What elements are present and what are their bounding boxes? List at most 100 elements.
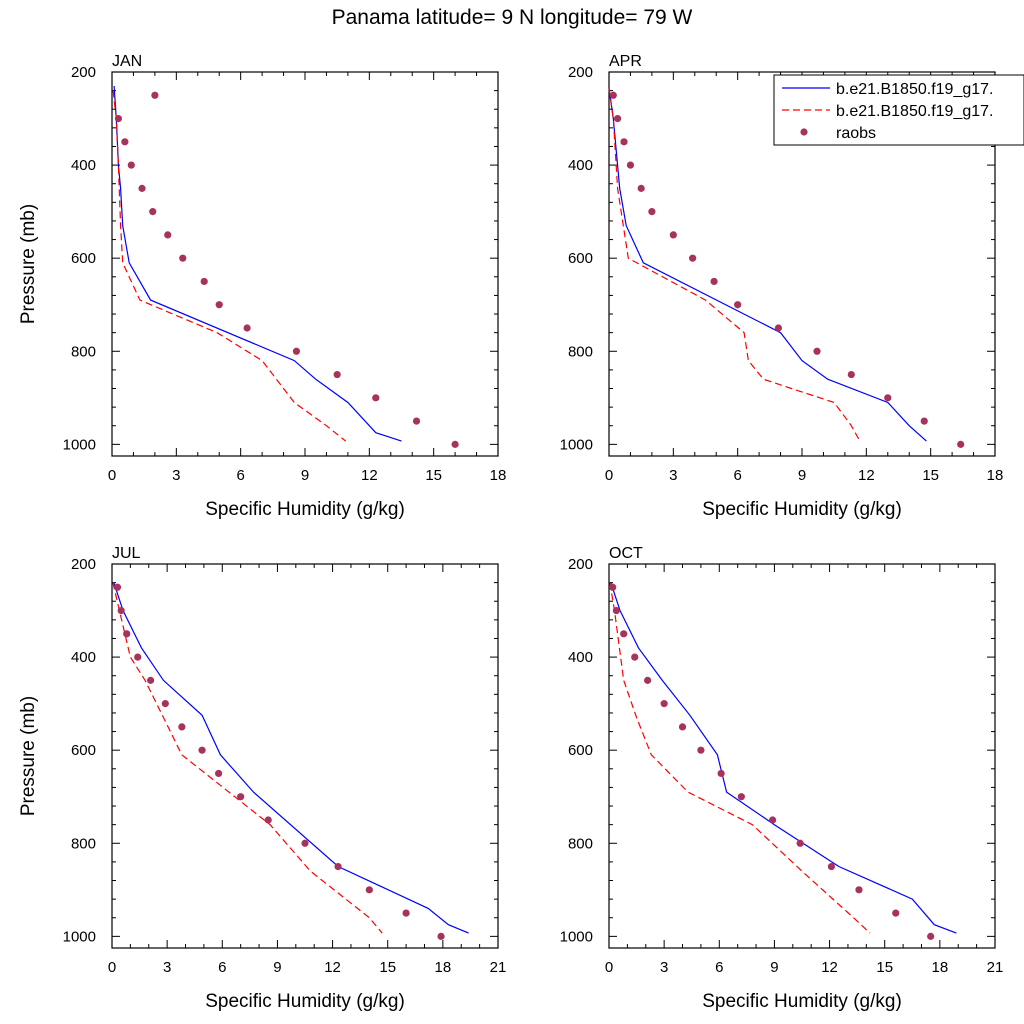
model-line-dashed <box>112 90 347 442</box>
panel-label: APR <box>609 53 642 70</box>
y-tick-label: 600 <box>71 250 96 267</box>
legend-label: b.e21.B1850.f19_g17. <box>836 81 993 98</box>
raobs-point <box>134 653 142 661</box>
y-axis-label: Pressure (mb) <box>18 204 39 324</box>
plot-frame <box>111 71 499 457</box>
y-tick-label: 600 <box>71 742 96 759</box>
y-tick-label: 1000 <box>560 928 593 945</box>
raobs-point <box>637 184 645 192</box>
raobs-point <box>957 440 965 448</box>
raobs-point <box>365 886 373 894</box>
raobs-point <box>161 700 169 708</box>
raobs-point <box>237 793 245 801</box>
panel-label: JUL <box>112 545 141 562</box>
x-tick-label: 12 <box>324 959 341 976</box>
raobs-point <box>678 723 687 731</box>
x-tick-label: 15 <box>876 959 893 976</box>
y-tick-label: 200 <box>568 64 593 81</box>
x-axis-label: Specific Humidity (g/kg) <box>702 991 902 1012</box>
raobs-point <box>648 208 656 216</box>
x-tick-label: 15 <box>379 959 396 976</box>
raobs-point <box>138 184 146 192</box>
raobs-point <box>114 114 123 123</box>
y-tick-label: 200 <box>71 556 96 573</box>
raobs-point <box>710 277 718 286</box>
raobs-point <box>892 909 900 917</box>
raobs-point <box>609 583 617 591</box>
x-tick-label: 6 <box>715 959 723 976</box>
raobs-point <box>301 839 309 847</box>
raobs-point <box>243 324 251 332</box>
raobs-point <box>717 769 725 778</box>
model-line-dashed <box>609 582 871 934</box>
x-tick-label: 21 <box>490 959 507 976</box>
raobs-point <box>372 394 380 402</box>
raobs-point <box>264 816 272 824</box>
x-tick-label: 12 <box>821 959 838 976</box>
raobs-point <box>334 862 342 871</box>
legend-label: raobs <box>836 125 876 142</box>
y-tick-label: 200 <box>568 556 593 573</box>
panel-apr: 0 3 6 9 12 15 18 200 400 600 800 1000 Specific Humid… <box>560 53 1004 520</box>
raobs-point <box>451 440 459 448</box>
raobs-point <box>402 909 410 917</box>
y-axis-label: Pressure (mb) <box>18 696 39 816</box>
legend-label: b.e21.B1850.f19_g17. <box>836 103 993 120</box>
x-axis-label: Specific Humidity (g/kg) <box>702 499 902 520</box>
raobs-point <box>847 370 855 379</box>
panel-jul: 0 3 6 9 12 15 18 21 200 400 600 800 1000 Specific Hum… <box>18 545 506 1012</box>
y-tick-label: 1000 <box>63 436 96 453</box>
raobs-point <box>920 417 928 425</box>
y-tick-label: 400 <box>71 649 96 666</box>
raobs-point <box>697 746 705 754</box>
legend-marker <box>800 128 808 136</box>
panel-label: OCT <box>609 545 643 562</box>
panel-oct: 0 3 6 9 12 15 18 21 200 400 600 800 1000 Specific Hum… <box>560 545 1004 1012</box>
x-axis-label: Specific Humidity (g/kg) <box>205 991 405 1012</box>
raobs-point <box>121 138 129 146</box>
raobs-point <box>626 161 635 169</box>
panel-jan: 0 3 6 9 12 15 18 200 400 600 800 1000 Specific Humid… <box>18 53 506 520</box>
raobs-point <box>613 114 622 123</box>
plot-frame <box>111 563 499 949</box>
raobs-point <box>198 746 206 754</box>
raobs-point <box>200 277 208 286</box>
y-tick-label: 400 <box>568 157 593 174</box>
raobs-point <box>774 324 783 332</box>
raobs-point <box>609 91 617 99</box>
raobs-point <box>215 769 223 778</box>
raobs-point <box>620 630 628 638</box>
raobs-point <box>631 653 639 661</box>
model-line-solid <box>608 88 927 442</box>
x-tick-label: 9 <box>273 959 281 976</box>
x-tick-label: 18 <box>490 467 507 484</box>
raobs-point <box>855 886 863 894</box>
x-tick-label: 0 <box>108 467 116 484</box>
plot-frame <box>608 563 996 949</box>
model-line-solid <box>610 582 957 934</box>
panel-label: JAN <box>112 53 142 70</box>
legend: b.e21.B1850.f19_g17. b.e21.B1850.f19_g17.… <box>773 74 1024 146</box>
raobs-point <box>117 606 125 615</box>
x-tick-label: 18 <box>987 467 1004 484</box>
raobs-point <box>149 208 157 216</box>
x-tick-label: 3 <box>669 467 677 484</box>
y-tick-label: 600 <box>568 250 593 267</box>
x-tick-label: 6 <box>236 467 244 484</box>
raobs-point <box>113 583 122 591</box>
y-tick-label: 400 <box>568 649 593 666</box>
raobs-point <box>927 932 935 940</box>
raobs-point <box>827 862 836 871</box>
y-tick-label: 800 <box>568 835 593 852</box>
x-tick-label: 9 <box>301 467 309 484</box>
model-line-solid <box>113 85 402 442</box>
x-tick-label: 21 <box>987 959 1004 976</box>
raobs-point <box>669 231 677 239</box>
y-tick-label: 200 <box>71 64 96 81</box>
x-tick-label: 12 <box>361 467 378 484</box>
x-tick-label: 9 <box>798 467 806 484</box>
raobs-point <box>689 254 697 262</box>
x-tick-label: 9 <box>770 959 778 976</box>
model-line-dashed <box>112 582 383 934</box>
raobs-point <box>644 676 652 684</box>
